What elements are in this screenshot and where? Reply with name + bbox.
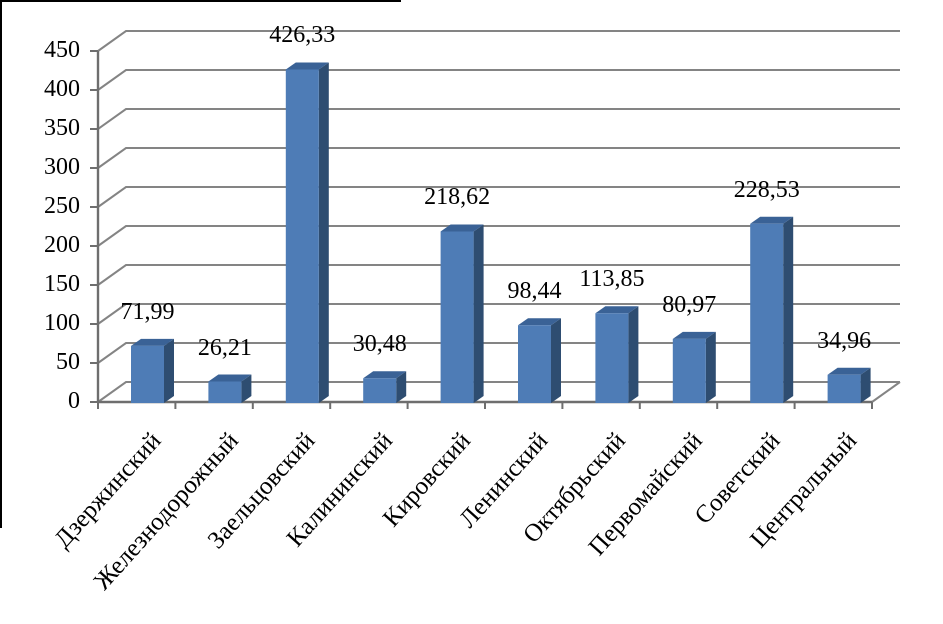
value-label: 34,96 bbox=[817, 327, 872, 354]
gridline bbox=[97, 186, 900, 208]
bar-front-face bbox=[131, 345, 164, 403]
bar-side-face bbox=[628, 306, 639, 403]
bar bbox=[827, 367, 871, 403]
y-axis-tick-label: 150 bbox=[44, 271, 80, 297]
bar-top-face bbox=[131, 338, 174, 346]
y-axis-tick-label: 300 bbox=[44, 154, 80, 180]
bar-top-face bbox=[827, 367, 871, 375]
bar bbox=[208, 374, 252, 403]
gridline bbox=[97, 108, 900, 130]
bar-side-face bbox=[241, 374, 252, 403]
bar-side-face bbox=[318, 62, 329, 404]
bar-front-face bbox=[285, 69, 319, 404]
bar-side-face bbox=[551, 318, 561, 403]
bar-front-face bbox=[827, 374, 861, 403]
bar bbox=[131, 338, 174, 403]
bar-front-face bbox=[518, 325, 551, 403]
gridline bbox=[97, 264, 900, 286]
bar-front-face bbox=[208, 381, 242, 403]
page-border-left bbox=[0, 0, 2, 528]
value-label: 71,99 bbox=[120, 298, 175, 325]
bar-top-face bbox=[750, 216, 794, 224]
bar bbox=[440, 224, 484, 403]
bar bbox=[750, 216, 794, 403]
bar-side-face bbox=[705, 331, 716, 403]
bar-side-face bbox=[164, 338, 174, 403]
value-label: 30,48 bbox=[352, 331, 407, 358]
gridline bbox=[97, 147, 900, 169]
y-axis-tick-label: 100 bbox=[44, 310, 80, 336]
gridline bbox=[97, 342, 900, 364]
y-axis-tick-label: 200 bbox=[44, 232, 80, 258]
y-axis-tick-label: 250 bbox=[44, 193, 80, 219]
y-axis-tick-label: 450 bbox=[44, 37, 80, 63]
gridline bbox=[97, 30, 900, 52]
value-label: 26,21 bbox=[197, 334, 252, 361]
gridline bbox=[97, 225, 900, 247]
bar-top-face bbox=[285, 62, 329, 70]
gridline bbox=[97, 381, 900, 403]
bar bbox=[518, 318, 561, 403]
value-label: 98,44 bbox=[507, 278, 562, 305]
y-axis-tick-label: 0 bbox=[68, 388, 80, 414]
page-border-top bbox=[0, 0, 401, 2]
y-axis-tick-label: 400 bbox=[44, 76, 80, 102]
value-label: 80,97 bbox=[662, 291, 717, 318]
bar bbox=[363, 371, 407, 403]
bar-side-face bbox=[860, 367, 871, 403]
bar-front-face bbox=[672, 338, 706, 403]
bar-top-face bbox=[595, 306, 639, 314]
bar-top-face bbox=[363, 371, 407, 379]
bar-front-face bbox=[750, 223, 784, 403]
bar-front-face bbox=[440, 231, 474, 403]
bar bbox=[285, 62, 329, 404]
bar-side-face bbox=[396, 371, 407, 403]
bar-top-face bbox=[208, 374, 252, 382]
gridline bbox=[97, 69, 900, 91]
bar-top-face bbox=[672, 331, 716, 339]
bar-front-face bbox=[363, 378, 397, 403]
y-axis-tick-label: 350 bbox=[44, 115, 80, 141]
bar-top-face bbox=[518, 318, 561, 326]
bar bbox=[595, 306, 639, 403]
value-label: 426,33 bbox=[269, 22, 336, 49]
bar-side-face bbox=[783, 216, 794, 403]
bar-top-face bbox=[440, 224, 484, 232]
bar-front-face bbox=[595, 313, 629, 403]
floor-right-edge bbox=[871, 381, 901, 403]
value-label: 218,62 bbox=[424, 184, 491, 211]
value-label: 228,53 bbox=[733, 176, 800, 203]
bar-side-face bbox=[473, 224, 484, 403]
y-axis-tick-label: 50 bbox=[56, 349, 80, 375]
value-label: 113,85 bbox=[579, 266, 645, 293]
gridline bbox=[97, 303, 900, 325]
bar bbox=[672, 331, 716, 403]
